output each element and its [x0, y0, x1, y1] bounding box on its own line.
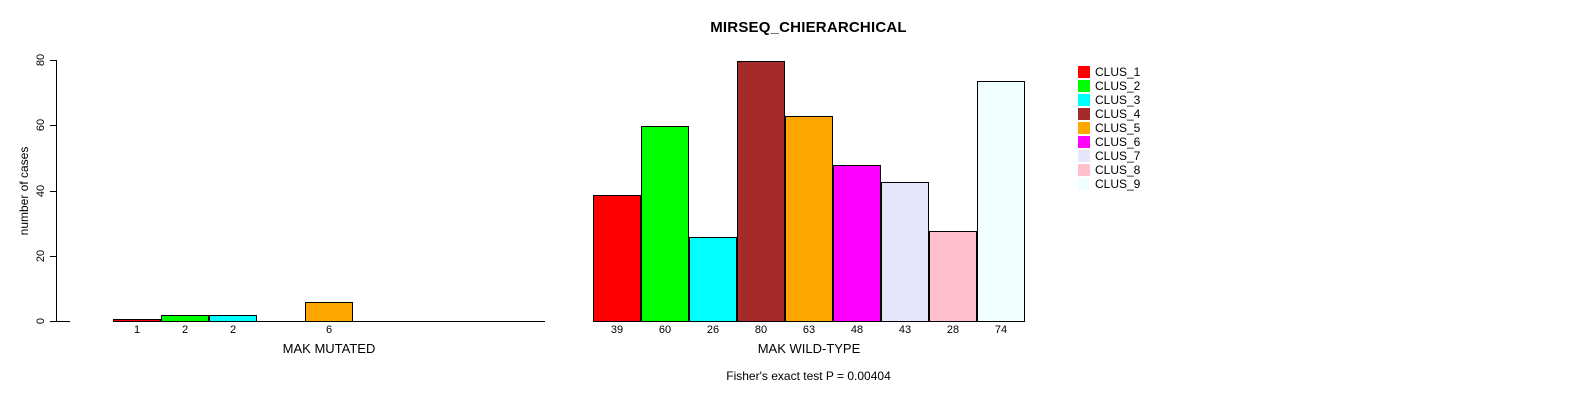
bar-value-label: 63 — [802, 324, 816, 336]
legend-swatch-icon — [1078, 80, 1090, 92]
legend-label: CLUS_1 — [1095, 65, 1141, 79]
legend-item-clus_8: CLUS_8 — [1078, 163, 1140, 177]
legend-swatch-icon — [1078, 122, 1090, 134]
bar-clus_1-group1 — [113, 319, 161, 322]
y-tick-label: 0 — [35, 317, 47, 325]
bar-clus_8-group2 — [929, 231, 977, 322]
legend-label: CLUS_3 — [1095, 93, 1141, 107]
legend-swatch-icon — [1078, 164, 1090, 176]
legend-label: CLUS_6 — [1095, 135, 1141, 149]
legend-item-clus_6: CLUS_6 — [1078, 135, 1140, 149]
y-tick — [50, 256, 57, 257]
y-tick-label: 60 — [35, 118, 47, 132]
bar-clus_2-group1 — [161, 315, 209, 322]
legend-label: CLUS_2 — [1095, 79, 1141, 93]
legend-swatch-icon — [1078, 94, 1090, 106]
x-axis-line-stub — [57, 321, 70, 322]
y-tick — [50, 125, 57, 126]
legend-label: CLUS_5 — [1095, 121, 1141, 135]
y-tick-label: 40 — [35, 184, 47, 198]
bar-clus_6-group2 — [833, 165, 881, 322]
bar-value-label: 1 — [133, 324, 141, 336]
bar-value-label: 39 — [610, 324, 624, 336]
legend-label: CLUS_4 — [1095, 107, 1141, 121]
bar-value-label: 43 — [898, 324, 912, 336]
y-tick-label: 20 — [35, 249, 47, 263]
bar-value-label: 26 — [706, 324, 720, 336]
legend-label: CLUS_8 — [1095, 163, 1141, 177]
legend-item-clus_3: CLUS_3 — [1078, 93, 1140, 107]
legend-swatch-icon — [1078, 108, 1090, 120]
legend-swatch-icon — [1078, 66, 1090, 78]
bar-clus_5-group1 — [305, 302, 353, 322]
legend-item-clus_1: CLUS_1 — [1078, 65, 1140, 79]
bar-clus_7-group2 — [881, 182, 929, 322]
y-tick-label: 80 — [35, 53, 47, 67]
bar-value-label: 80 — [754, 324, 768, 336]
legend-label: CLUS_7 — [1095, 149, 1141, 163]
bar-clus_3-group1 — [209, 315, 257, 322]
y-tick — [50, 60, 57, 61]
legend-item-clus_7: CLUS_7 — [1078, 149, 1140, 163]
bar-clus_1-group2 — [593, 195, 641, 322]
legend-item-clus_9: CLUS_9 — [1078, 177, 1140, 191]
legend-item-clus_2: CLUS_2 — [1078, 79, 1140, 93]
legend-label: CLUS_9 — [1095, 177, 1141, 191]
y-tick — [50, 191, 57, 192]
legend-swatch-icon — [1078, 178, 1090, 190]
bar-value-label: 28 — [946, 324, 960, 336]
bar-clus_5-group2 — [785, 116, 833, 322]
bar-value-label: 2 — [181, 324, 189, 336]
bar-value-label: 74 — [994, 324, 1008, 336]
bar-clus_3-group2 — [689, 237, 737, 322]
bar-value-label: 48 — [850, 324, 864, 336]
fisher-test-caption: Fisher's exact test P = 0.00404 — [726, 369, 891, 383]
legend-swatch-icon — [1078, 150, 1090, 162]
legend: CLUS_1 CLUS_2 CLUS_3 CLUS_4 CLUS_5 CLUS_6 CLUS… — [1078, 65, 1140, 191]
group-label-mak-mutated: MAK MUTATED — [282, 341, 376, 356]
y-axis-label: number of cases — [17, 146, 31, 236]
legend-swatch-icon — [1078, 136, 1090, 148]
bar-clus_9-group2 — [977, 81, 1025, 322]
legend-item-clus_4: CLUS_4 — [1078, 107, 1140, 121]
bar-value-label: 6 — [325, 324, 333, 336]
bar-value-label: 60 — [658, 324, 672, 336]
chart-title: MIRSEQ_CHIERARCHICAL — [710, 19, 907, 36]
bar-clus_4-group2 — [737, 61, 785, 322]
y-tick — [50, 321, 57, 322]
bar-clus_2-group2 — [641, 126, 689, 322]
group-label-mak-wild-type: MAK WILD-TYPE — [757, 341, 861, 356]
bar-value-label: 2 — [229, 324, 237, 336]
legend-item-clus_5: CLUS_5 — [1078, 121, 1140, 135]
